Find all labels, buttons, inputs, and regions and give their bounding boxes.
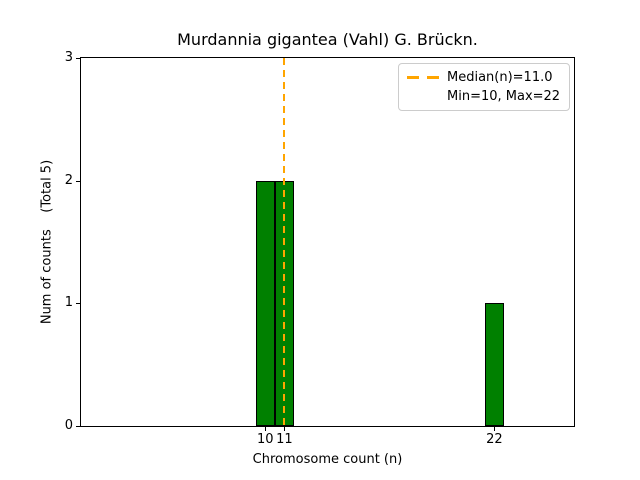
x-tick-label-22: 22: [486, 432, 503, 447]
bar-n10: [255, 180, 275, 426]
bar-n22: [484, 303, 504, 426]
legend-label-median: Median(n)=11.0: [447, 70, 553, 85]
x-tick-label-10: 10: [256, 432, 274, 447]
x-tick-22: [494, 427, 496, 431]
plot-area: [80, 57, 575, 427]
y-tick-label-3: 3: [64, 50, 73, 65]
legend-label-minmax: Min=10, Max=22: [447, 89, 561, 104]
legend-item-minmax: Min=10, Max=22: [407, 87, 561, 106]
x-tick-10: [265, 427, 267, 431]
y-tick-label-2: 2: [64, 172, 73, 188]
y-tick-label-1: 1: [64, 295, 73, 311]
legend-item-median: Median(n)=11.0: [407, 68, 561, 87]
y-axis-label: Num of counts (Total 5): [39, 159, 55, 325]
x-tick-label-11: 11: [276, 432, 293, 447]
y-tick-2: [76, 180, 80, 182]
chart-title: Murdannia gigantea (Vahl) G. Brückn.: [177, 30, 478, 49]
x-tick-11: [284, 427, 286, 431]
y-tick-3: [76, 58, 80, 59]
median-line: [283, 58, 286, 426]
legend: Median(n)=11.0 Min=10, Max=22: [398, 63, 570, 111]
y-tick-0: [76, 426, 80, 427]
x-axis-label: Chromosome count (n): [252, 452, 403, 467]
y-tick-1: [76, 303, 80, 305]
orange-dashed-line-sample: [407, 76, 439, 79]
y-tick-label-0: 0: [64, 418, 73, 433]
